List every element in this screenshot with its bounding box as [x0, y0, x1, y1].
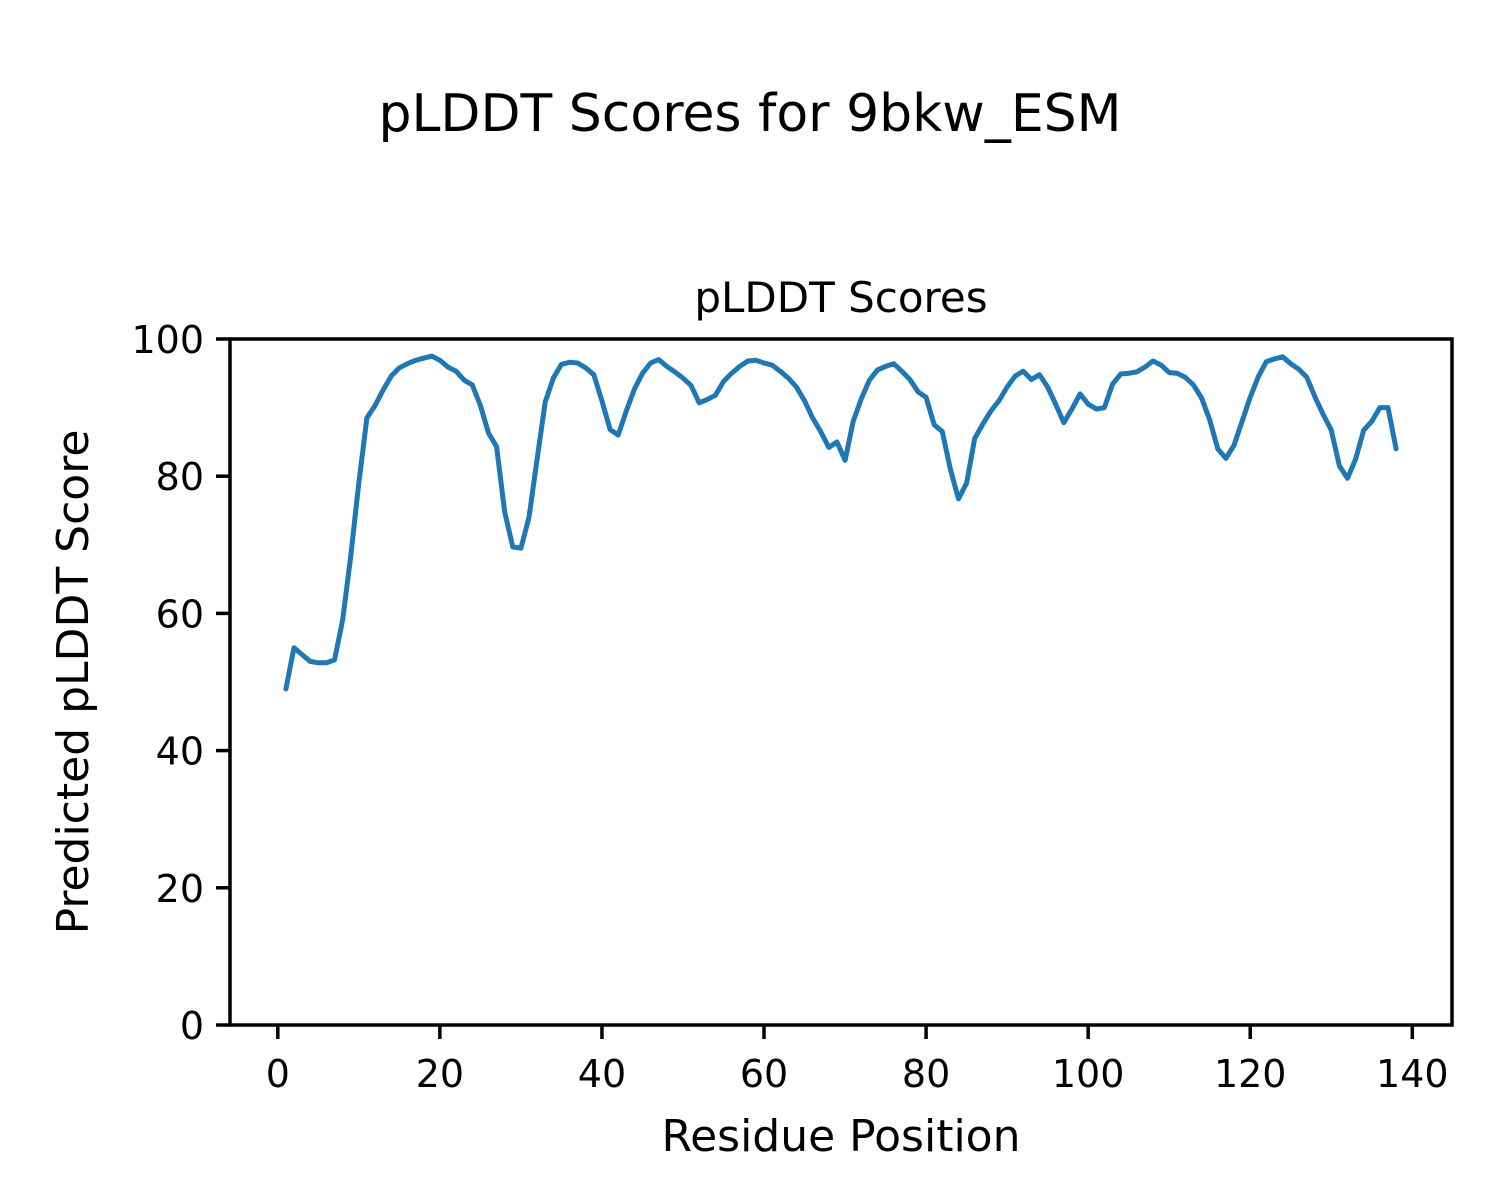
- x-axis-label: Residue Position: [661, 1111, 1020, 1162]
- y-tick-label: 80: [156, 455, 204, 499]
- x-tick-label: 120: [1214, 1052, 1287, 1096]
- axes-frame: [228, 337, 1454, 1027]
- plddt-score-line: [283, 353, 1399, 692]
- x-tick-label: 80: [902, 1052, 950, 1096]
- x-tick-label: 20: [416, 1052, 464, 1096]
- x-tick-label: 60: [740, 1052, 788, 1096]
- y-tick-label: 40: [156, 730, 204, 774]
- y-axis-label: Predicted pLDDT Score: [48, 430, 99, 935]
- x-tick-label: 140: [1376, 1052, 1449, 1096]
- axis-ticks: 0 20 40 60 80 100 120 140 0 20 40 60 80 100: [131, 318, 1448, 1096]
- y-tick-label: 100: [131, 318, 204, 362]
- axes-title: pLDDT Scores: [694, 273, 987, 322]
- x-tick-label: 40: [578, 1052, 626, 1096]
- x-tick-label: 0: [266, 1052, 290, 1096]
- axes-spines: [228, 337, 1454, 1027]
- figure-suptitle: pLDDT Scores for 9bkw_ESM: [378, 84, 1121, 144]
- y-tick-label: 20: [156, 867, 204, 911]
- y-tick-label: 60: [156, 592, 204, 636]
- x-tick-label: 100: [1052, 1052, 1125, 1096]
- y-tick-label: 0: [180, 1004, 204, 1048]
- data-line-layer: [283, 353, 1399, 692]
